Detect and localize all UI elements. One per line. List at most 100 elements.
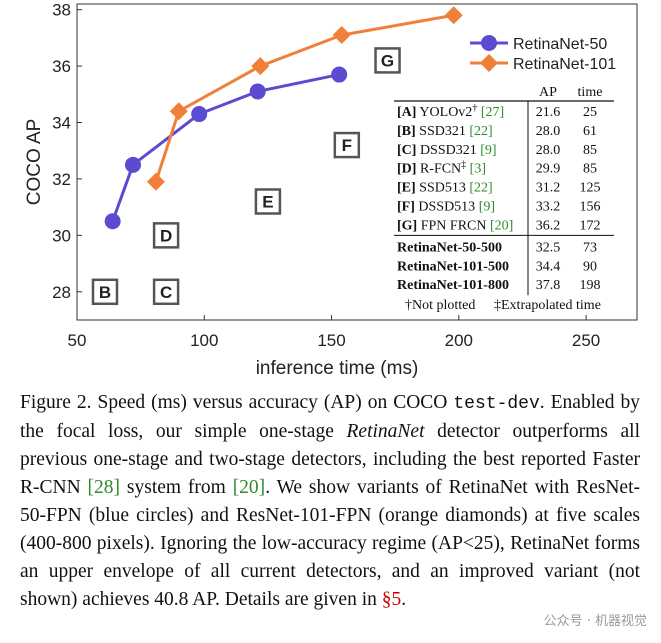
table-row-ap-1: 28.0 [536,124,561,139]
series-1-point-2 [251,57,270,76]
caption-text-6: . [401,589,407,610]
table-row-ref: [22] [466,181,493,196]
legend-marker-1 [480,54,498,72]
table-retina-ap-1: 34.4 [536,259,561,274]
table-row-name: R-FCN [416,162,461,177]
boxed-label-f: F [342,136,352,155]
caption-text-1: Speed (ms) versus accuracy (AP) on COCO [91,392,454,413]
x-axis-title: inference time (ms) [256,358,419,379]
caption-ref-28[interactable]: [28] [87,477,121,498]
boxed-label-b: B [99,283,111,302]
table-row-time-1: 61 [583,124,597,139]
table-row-letter: [A] [397,105,416,120]
series-0-point-0 [104,213,121,230]
table-retina-time-0: 73 [583,240,597,255]
table-retina-method-0: RetinaNet-50-500 [397,240,502,255]
y-tick-label: 38 [52,1,71,20]
boxed-label-d: D [160,226,172,245]
table-row-time-6: 172 [580,218,601,233]
caption-text-2: . Enabled by the focal loss, our simple … [20,392,641,442]
table-row-name: SSD321 [416,124,466,139]
table-row-time-2: 85 [583,143,597,158]
figure-caption: Figure 2. Speed (ms) versus accuracy (AP… [20,389,640,614]
y-axis-title: COCO AP [24,119,45,206]
series-0-point-1 [125,156,141,173]
table-footnote-1: †Not plotted [405,298,475,313]
watermark: 公众号 · 机器视觉 [543,614,647,629]
table-retina-time-1: 90 [583,259,597,274]
table-row-ap-0: 21.6 [536,105,561,120]
table-row-time-5: 156 [580,200,601,215]
boxed-label-frame-f [333,131,361,159]
table-row-name: SSD513 [416,181,466,196]
table-row-ref: [22] [466,124,493,139]
results-table: AP time [A] YOLOv2† [27] 21.6 25 [B] SSD321 [… [394,85,614,313]
y-tick-label: 30 [52,226,71,245]
table-row-ap-2: 28.0 [536,143,561,158]
caption-text-4: system from [120,477,233,498]
y-tick-label: 34 [52,114,71,133]
table-row-ref: [3] [466,162,486,177]
caption-ref-20[interactable]: [20] [232,477,266,498]
y-tick-label: 36 [52,57,71,76]
boxed-label-frame-c [152,278,180,306]
boxed-label-frame-g [374,47,401,74]
caption-text-5: . We show variants of RetinaNet with Res… [20,477,640,610]
series-0-point-3 [249,83,266,100]
table-row-method-2: [C] DSSD321 [9] [397,143,497,158]
caption-text-3: detector outperforms all previous one-st… [20,421,640,498]
series-1-point-1 [169,102,188,121]
table-retina-time-2: 198 [580,278,601,293]
table-row-ref: [9] [475,200,495,215]
series-0-point-4 [331,66,348,83]
table-retina-method-1: RetinaNet-101-500 [397,259,509,274]
table-row-ref: [9] [477,143,497,158]
table-row-letter: [C] [397,143,416,158]
boxed-label-c: C [160,283,172,302]
plot-area: 50 100 150 200 250 28 30 32 34 36 38 inference time… [24,1,638,379]
table-row-name: DSSD513 [415,200,475,215]
boxed-label-g: G [381,51,394,70]
table-retina-method-2: RetinaNet-101-800 [397,278,509,293]
table-retina-ap-0: 32.5 [536,240,561,255]
table-row-mark: ‡ [461,160,466,171]
legend-marker-0 [481,35,497,51]
table-row-letter: [E] [397,181,416,196]
series-0-point-2 [191,106,208,123]
x-tick-label: 50 [68,331,87,350]
caption-label: Figure 2. [20,392,92,413]
table-row-time-4: 125 [580,181,601,196]
caption-italic: RetinaNet [346,421,425,442]
table-row-method-1: [B] SSD321 [22] [397,124,493,139]
boxed-label-frame-d [152,222,180,249]
table-row-method-6: [G] FPN FRCN [20] [397,218,513,233]
boxed-label-frame-b [91,278,119,306]
x-tick-label: 150 [317,331,345,350]
series-1-point-0 [146,172,165,191]
table-row-ref: [20] [486,218,513,233]
table-row-method-0: [A] YOLOv2† [27] [397,103,504,120]
table-row-name: FPN FRCN [417,218,486,233]
series-1-point-3 [332,26,351,45]
table-row-name: YOLOv2 [416,105,472,120]
legend-label-0: RetinaNet-50 [513,36,607,53]
table-row-time-3: 85 [583,162,597,177]
table-row-ap-6: 36.2 [536,218,561,233]
caption-section-ref[interactable]: §5 [381,589,402,610]
table-row-ap-4: 31.2 [536,181,561,196]
legend-label-1: RetinaNet-101 [513,56,616,73]
table-row-ap-5: 33.2 [536,200,561,215]
table-row-method-4: [E] SSD513 [22] [397,181,493,196]
x-tick-label: 100 [190,331,218,350]
table-row-letter: [D] [397,162,416,177]
plot-frame [76,3,638,321]
table-retina-ap-2: 37.8 [536,278,561,293]
table-row-name: DSSD321 [416,143,476,158]
series-line-0 [111,73,340,222]
table-row-time-0: 25 [583,105,597,120]
table-row-ref: [27] [477,105,504,120]
caption-code: test-dev [453,394,540,414]
x-tick-label: 250 [572,331,600,350]
x-tick-label: 200 [445,331,473,350]
chart-figure: 50 100 150 200 250 28 30 32 34 36 38 inference time… [24,1,638,379]
